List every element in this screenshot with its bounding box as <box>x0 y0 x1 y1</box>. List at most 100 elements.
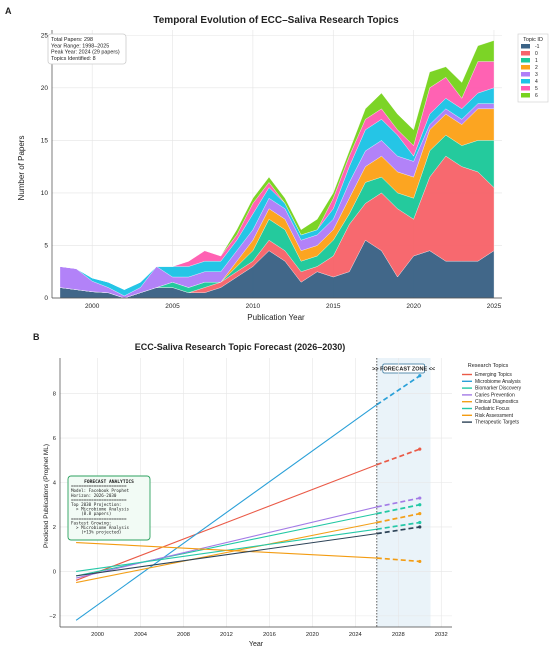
legend-b-label: Emerging Topics <box>475 372 512 378</box>
forecast-endpoint <box>418 503 422 507</box>
y-tick-a-label: 25 <box>41 32 49 39</box>
chart-b-title: ECC-Saliva Research Topic Forecast (2026… <box>135 342 345 352</box>
analytics-line: > Microbiome Analysis <box>71 507 129 512</box>
forecast-line <box>376 526 420 535</box>
forecast-zone-label: >> FORECAST ZONE << <box>372 367 435 373</box>
legend-b-label: Clinical Diagnostics <box>475 399 519 405</box>
y-tick-b-label: 4 <box>53 480 57 486</box>
legend-a-swatch <box>521 79 530 84</box>
legend-a-label: 0 <box>535 51 538 57</box>
chart-b-ylabel: Predicted Publications (Prophet ML) <box>43 444 50 548</box>
area-topic-6 <box>59 40 495 290</box>
legend-b-title: Research Topics <box>468 363 509 369</box>
legend-a-label: 6 <box>535 93 538 99</box>
x-tick-b-label: 2028 <box>392 632 405 638</box>
analytics-box-frame <box>67 475 151 541</box>
y-tick-b-label: 6 <box>53 436 56 442</box>
legend-b-label: Microbiome Analysis <box>475 379 521 385</box>
analytics-line: FORECAST ANALYTICS <box>84 479 134 485</box>
x-tick-b-label: 2016 <box>263 632 276 638</box>
y-tick-b-label: −2 <box>49 614 56 620</box>
chart-a-xlabel: Publication Year <box>247 313 305 322</box>
x-tick-a-label: 2015 <box>326 303 341 310</box>
legend-a-swatch <box>521 51 530 56</box>
legend-b-label: Caries Prevention <box>475 392 515 398</box>
analytics-line: ====================== <box>71 516 127 521</box>
analytics-line: Fastest Growing: <box>71 520 111 525</box>
stats-line: Topics Identified: 8 <box>51 56 96 62</box>
forecast-analytics-box: FORECAST ANALYTICS======================… <box>67 475 151 541</box>
history-line <box>75 404 378 621</box>
chart-a-title: Temporal Evolution of ECC–Saliva Researc… <box>153 15 399 26</box>
legend-a-swatch <box>521 65 530 70</box>
legend-b-label: Biomarker Discovery <box>475 386 522 392</box>
forecast-endpoint <box>418 447 422 451</box>
y-tick-a-label: 0 <box>44 295 48 302</box>
analytics-line: Top 2030 Projection: <box>71 502 121 507</box>
chart-b-lines <box>75 358 422 627</box>
legend-a-swatch <box>521 93 530 98</box>
x-tick-a-label: 2025 <box>487 303 502 310</box>
chart-a-ylabel: Number of Papers <box>17 136 26 201</box>
analytics-line: Model: Facebook Prophet <box>71 488 129 493</box>
analytics-line: (8.8 papers) <box>71 511 111 516</box>
chart-b-legend: Research Topics Emerging TopicsMicrobiom… <box>462 363 522 426</box>
legend-b-label: Therapeutic Targets <box>475 420 520 426</box>
analytics-line: (+13% projected) <box>71 530 121 535</box>
forecast-endpoint <box>418 559 422 564</box>
history-line <box>75 464 378 581</box>
y-tick-b-label: 0 <box>53 569 56 575</box>
forecast-line <box>376 497 420 508</box>
legend-a-label: 1 <box>535 58 538 64</box>
forecast-endpoint <box>418 525 422 529</box>
x-tick-b-label: 2020 <box>306 632 319 638</box>
forecast-endpoint <box>418 520 422 525</box>
legend-b-label: Pediatric Focus <box>475 406 510 412</box>
forecast-line <box>376 503 420 515</box>
x-tick-a-label: 2005 <box>165 303 180 310</box>
y-tick-a-label: 5 <box>44 242 48 249</box>
x-tick-b-label: 2004 <box>134 632 148 638</box>
history-line <box>75 506 377 579</box>
history-line <box>76 541 377 559</box>
legend-a-label: 2 <box>535 65 538 71</box>
analytics-line: > Microbiome Analysis <box>71 525 129 530</box>
forecast-zone-shade <box>376 358 431 627</box>
chart-b-axes: 2000 2004 2008 2012 2016 2020 2024 2028 2032 −2 0 2… <box>49 358 452 638</box>
x-tick-a-label: 2020 <box>406 303 421 310</box>
stats-line: Total Papers: 298 <box>51 37 93 43</box>
analytics-line: ====================== <box>71 484 127 489</box>
forecast-line <box>376 512 420 524</box>
forecast-endpoint <box>418 374 422 378</box>
x-tick-a-label: 2010 <box>246 303 261 310</box>
history-line <box>75 513 377 577</box>
legend-a-title: Topic ID <box>523 37 543 43</box>
legend-a-label: 3 <box>535 72 538 78</box>
legend-a-label: -1 <box>535 44 540 50</box>
chart-b-xlabel: Year <box>249 641 264 648</box>
stats-line: Peak Year: 2024 (29 papers) <box>51 50 120 56</box>
y-tick-b-label: 2 <box>53 525 56 531</box>
x-tick-b-label: 2032 <box>435 632 448 638</box>
legend-a-swatch <box>521 44 530 49</box>
legend-a-label: 4 <box>535 79 538 85</box>
y-tick-b-label: 8 <box>53 392 56 398</box>
forecast-line <box>376 557 420 563</box>
x-tick-a-label: 2000 <box>85 303 100 310</box>
panel-b-label: B <box>33 332 40 342</box>
history-line <box>76 521 377 584</box>
y-tick-a-label: 20 <box>41 85 49 92</box>
chart-a-areas <box>59 40 495 299</box>
legend-a-swatch <box>521 86 530 91</box>
history-line <box>76 533 377 577</box>
x-tick-b-label: 2000 <box>91 632 104 638</box>
panel-a-label: A <box>5 6 12 16</box>
x-tick-b-label: 2024 <box>349 632 363 638</box>
stats-box-frame <box>47 33 127 65</box>
stats-line: Year Range: 1998–2025 <box>51 43 109 49</box>
legend-a-label: 5 <box>535 86 538 92</box>
legend-a-swatch <box>521 72 530 77</box>
